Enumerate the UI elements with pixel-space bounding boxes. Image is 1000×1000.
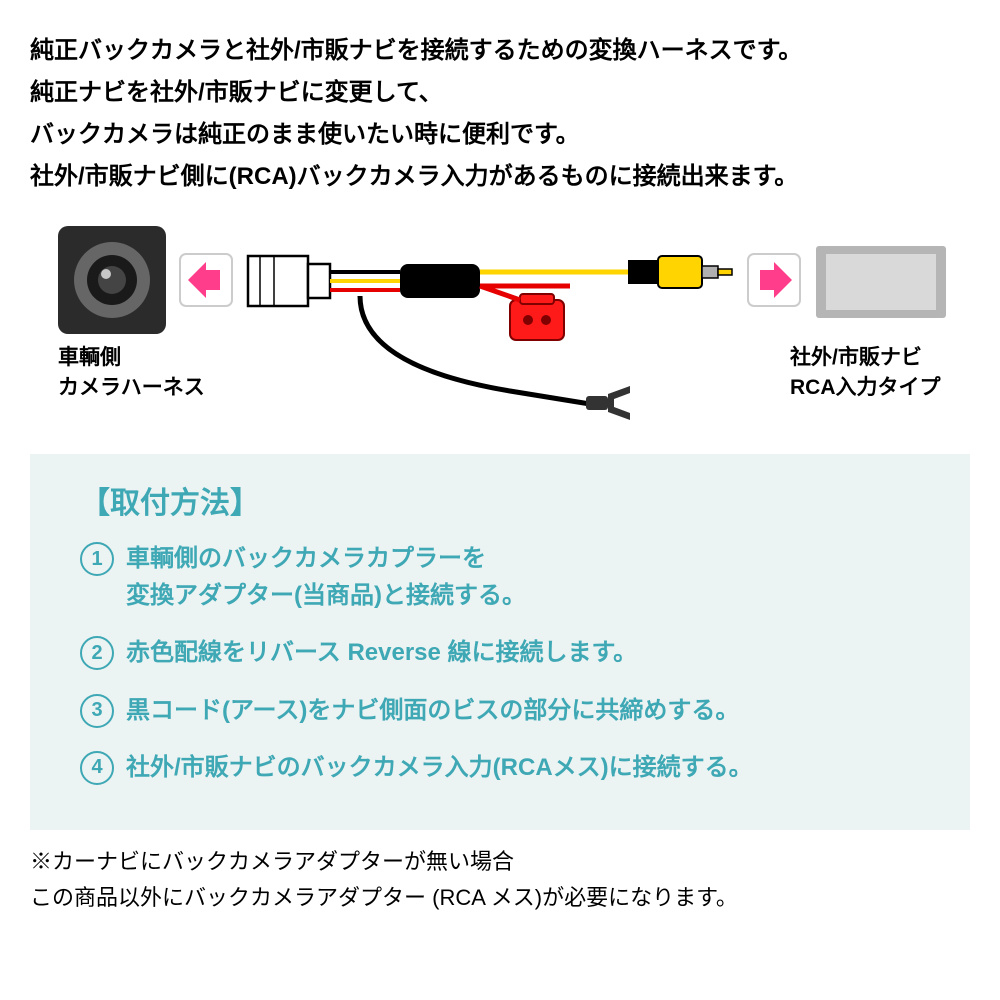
wiring-diagram: 車輌側 カメラハーネス 社外/市販ナビ RCA入力タイプ [30, 216, 970, 446]
camera-lens-inner [98, 266, 126, 294]
intro-line: 純正バックカメラと社外/市販ナビを接続するための変換ハーネスです。 [30, 30, 970, 72]
intro-line: 純正ナビを社外/市販ナビに変更して、 [30, 72, 970, 114]
white-connector [248, 256, 330, 306]
step-row: 4 社外/市販ナビのバックカメラ入力(RCAメス)に接続する。 [80, 749, 920, 786]
nav-screen [826, 254, 936, 310]
step-number: 2 [80, 636, 114, 670]
step-row: 3 黒コード(アース)をナビ側面のビスの部分に共締めする。 [80, 692, 920, 729]
intro-line: バックカメラは純正のまま使いたい時に便利です。 [30, 114, 970, 156]
black-joint [400, 264, 480, 298]
step-number: 3 [80, 694, 114, 728]
right-label-2: RCA入力タイプ [790, 376, 941, 399]
footnote-line: この商品以外にバックカメラアダプター (RCA メス)が必要になります。 [30, 880, 970, 916]
step-number: 4 [80, 751, 114, 785]
footnote-block: ※カーナビにバックカメラアダプターが無い場合 この商品以外にバックカメラアダプタ… [30, 844, 970, 917]
step-text: 赤色配線をリバース Reverse 線に接続します。 [126, 634, 637, 671]
step-row: 1 車輌側のバックカメラカプラーを 変換アダプター(当商品)と接続する。 [80, 540, 920, 614]
left-label-2: カメラハーネス [58, 376, 205, 399]
fork-terminal [586, 386, 630, 420]
step-number: 1 [80, 542, 114, 576]
step-text: 車輌側のバックカメラカプラーを 変換アダプター(当商品)と接続する。 [126, 540, 526, 614]
intro-text-block: 純正バックカメラと社外/市販ナビを接続するための変換ハーネスです。 純正ナビを社… [30, 30, 970, 198]
footnote-line: ※カーナビにバックカメラアダプターが無い場合 [30, 844, 970, 880]
camera-lens-highlight [101, 269, 111, 279]
install-title: 【取付方法】 [80, 478, 920, 522]
step-text: 社外/市販ナビのバックカメラ入力(RCAメス)に接続する。 [126, 749, 753, 786]
install-section: 【取付方法】 1 車輌側のバックカメラカプラーを 変換アダプター(当商品)と接続… [30, 454, 970, 830]
rca-plug [628, 256, 732, 288]
step-text: 黒コード(アース)をナビ側面のビスの部分に共締めする。 [126, 692, 739, 729]
left-label-1: 車輌側 [58, 345, 121, 369]
intro-line: 社外/市販ナビ側に(RCA)バックカメラ入力があるものに接続出来ます。 [30, 156, 970, 198]
right-label-1: 社外/市販ナビ [789, 345, 922, 369]
step-row: 2 赤色配線をリバース Reverse 線に接続します。 [80, 634, 920, 671]
diagram-svg: 車輌側 カメラハーネス 社外/市販ナビ RCA入力タイプ [30, 216, 970, 446]
red-splice [480, 286, 564, 340]
